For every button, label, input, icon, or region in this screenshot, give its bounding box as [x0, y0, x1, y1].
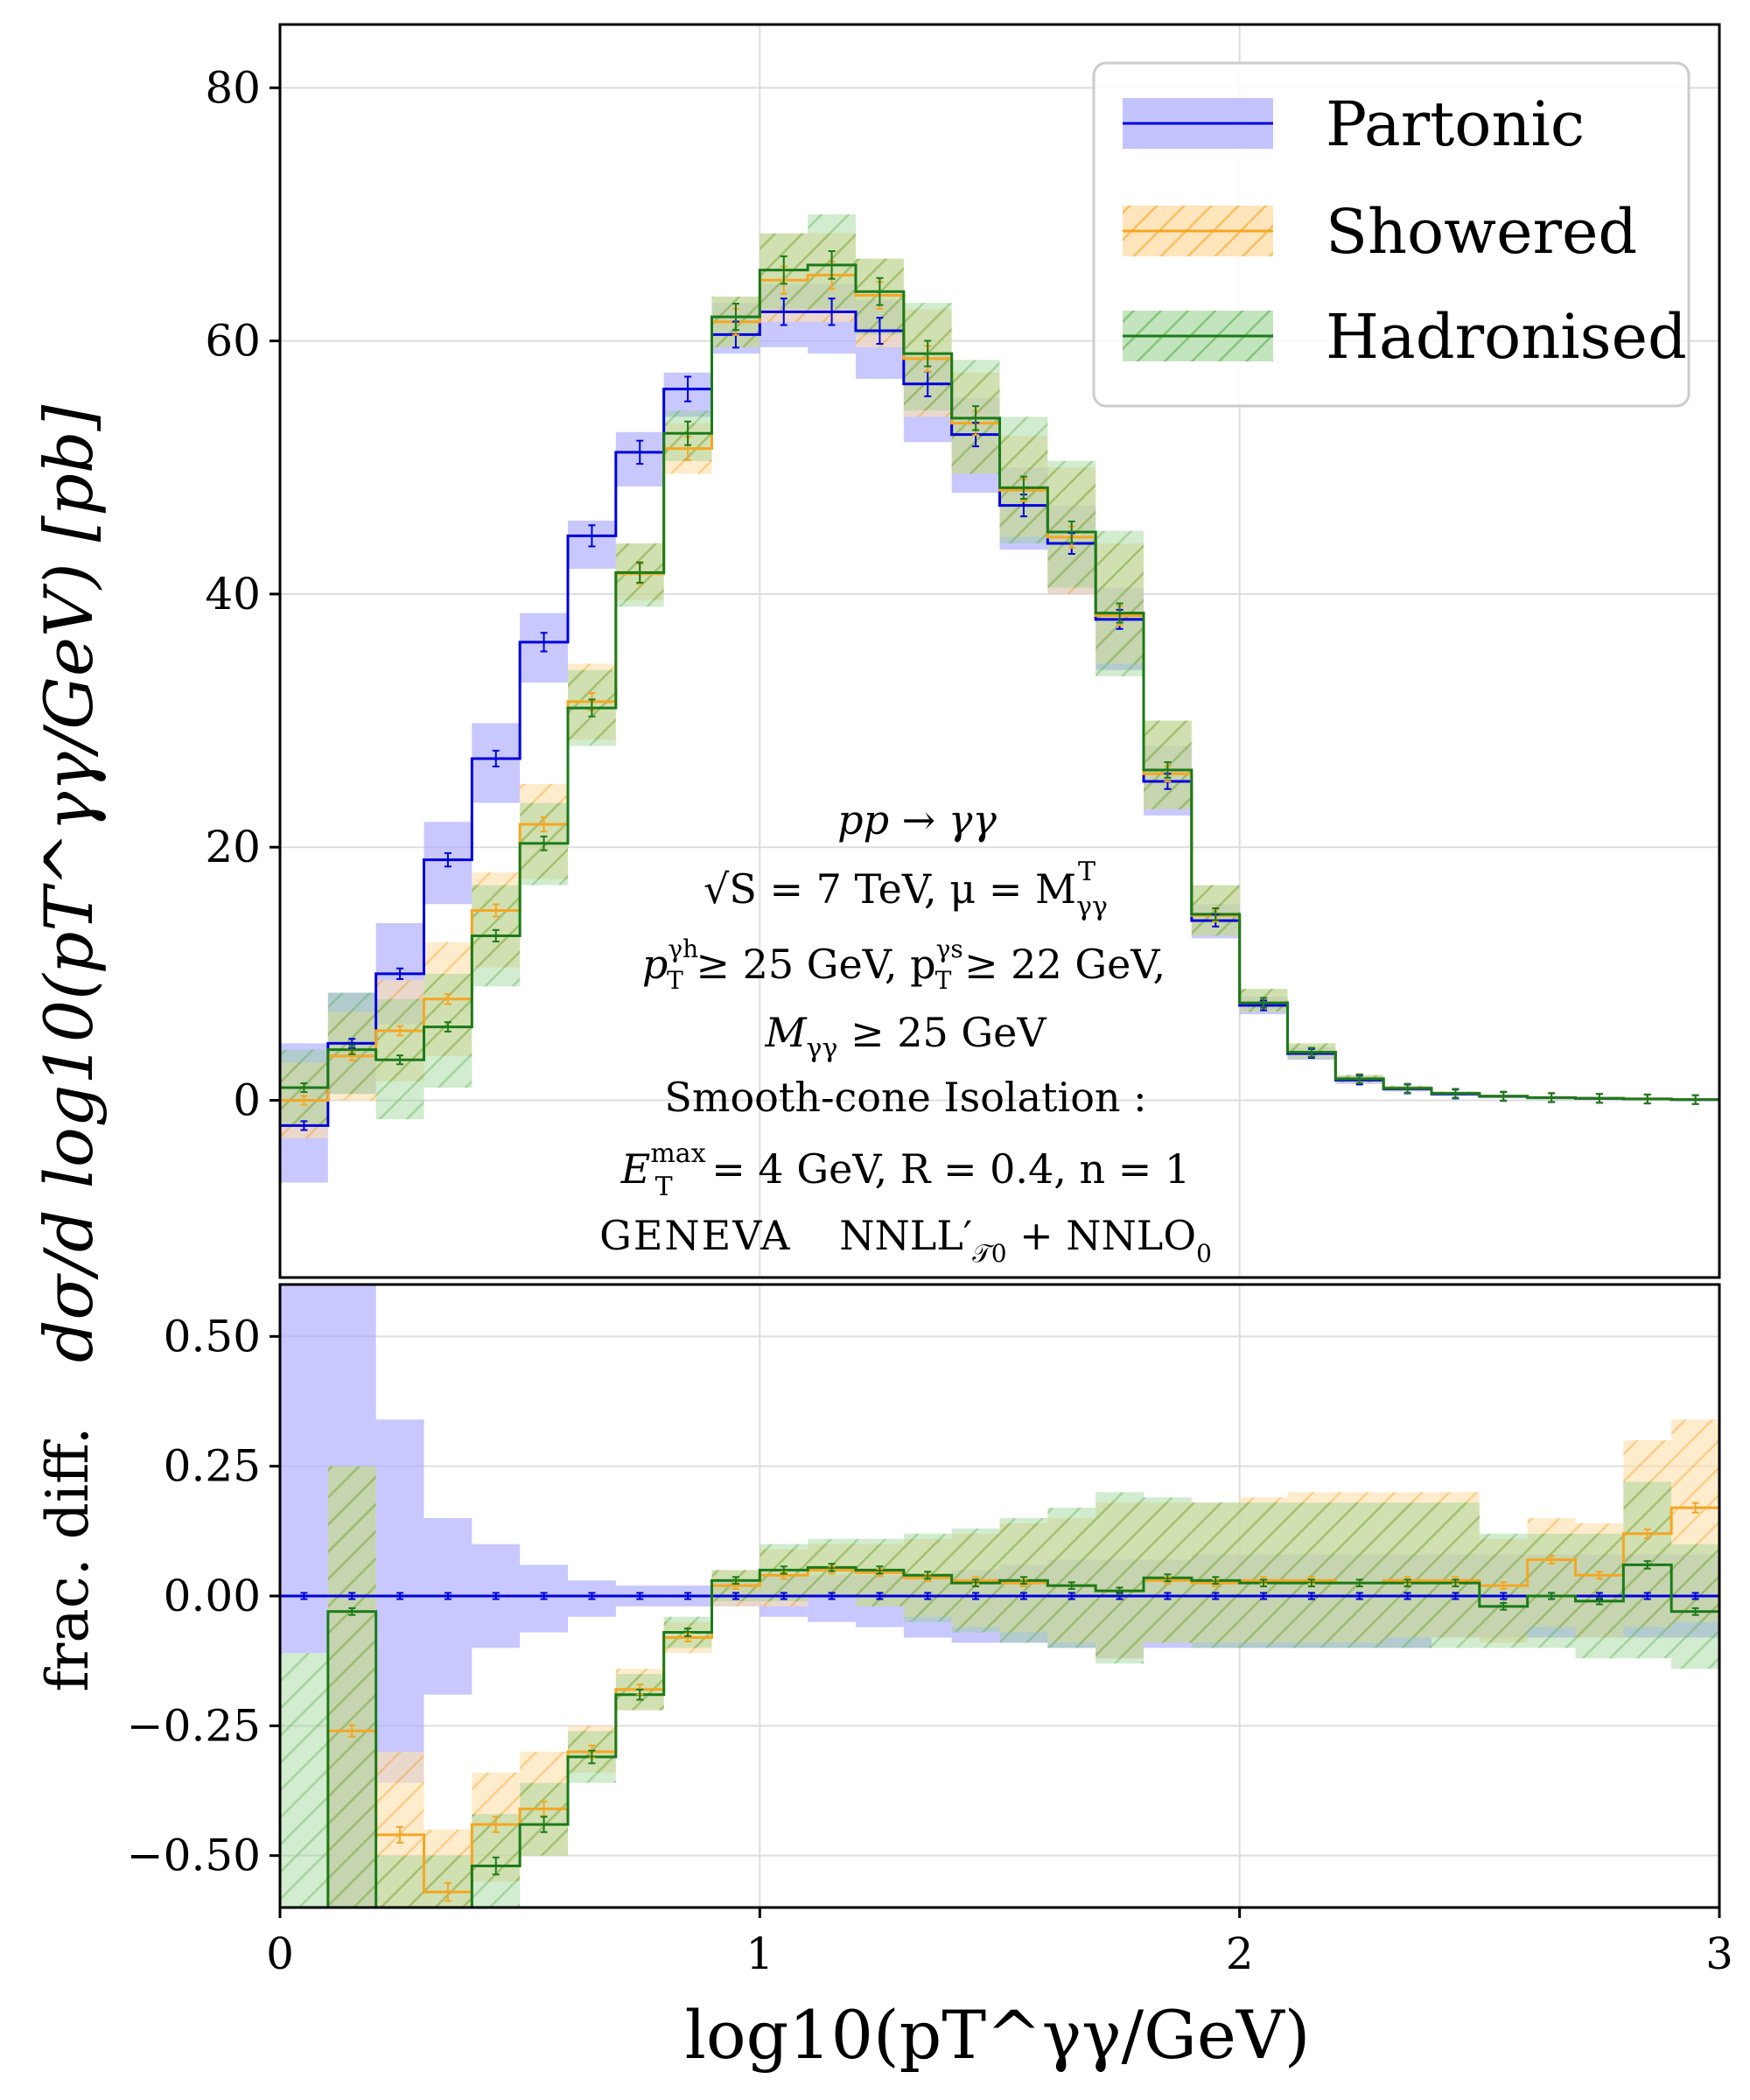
annotation-cuts-sup2: γs [936, 934, 963, 963]
annotation-cuts-line1: pγh T ≥ 25 GeV, pγs T ≥ 22 GeV, [642, 934, 1166, 995]
legend: Partonic Showered Hadronised [1092, 61, 1690, 408]
x-tick-label-2: 2 [1226, 1928, 1254, 1979]
annotation-mass-m: M [764, 1009, 808, 1056]
band-partonic-0 [280, 1284, 328, 1654]
annotation-accuracy: NNLL′ [839, 1212, 972, 1259]
x-tick-label-3: 3 [1705, 1928, 1733, 1979]
x-tick-label-1: 1 [746, 1928, 774, 1979]
ratio-panel: −0.50 −0.25 0.00 0.25 0.50 0 1 2 3 [127, 1283, 1733, 1979]
band-hadronised-2 [375, 1855, 424, 1908]
band-hadronised-29 [1671, 1544, 1719, 1670]
ratio-y-axis-title: frac. diff. [34, 1426, 102, 1691]
y-tick-label-3: 0.25 [164, 1441, 261, 1492]
main-y-axis-title: dσ/d log10(pT^γγ/GeV) [pb] [30, 404, 108, 1362]
annotation-cuts-end: ≥ 22 GeV, [951, 941, 1166, 988]
annotation-accuracy-sub: 𝒯0 [972, 1239, 1006, 1268]
main-errors [300, 250, 1699, 1131]
main-lines [280, 263, 1719, 1127]
band-hadronised-18 [1144, 1497, 1192, 1643]
annotation-energy-sub: γγ [1076, 892, 1108, 922]
band-hadronised-0 [280, 1653, 328, 1908]
annotation-iso-sub: T [655, 1172, 673, 1202]
annotation-cuts-sub2: T [935, 966, 952, 995]
annotation-isolation: Smooth-cone Isolation : [664, 1074, 1146, 1121]
band-hadronised-17 [1096, 1492, 1144, 1664]
band-hadronised-23 [1383, 1502, 1432, 1648]
legend-label-showered: Showered [1326, 196, 1637, 268]
y-tick-label-1: −0.25 [127, 1700, 261, 1751]
y-tick-label-2: 0.00 [164, 1571, 261, 1621]
annotation-accuracy-rest-sub: 0 [1196, 1239, 1212, 1268]
y-tick-label-3: 60 [205, 316, 261, 367]
band-hadronised-22 [1335, 1502, 1384, 1648]
y-tick-label-4: 80 [205, 62, 261, 113]
y-tick-label-2: 40 [205, 569, 261, 620]
band-hadronised-20 [1239, 1502, 1288, 1648]
y-tick-label-0: 0 [233, 1074, 261, 1125]
annotation-iso-e: E [620, 1145, 651, 1193]
y-tick-label-4: 0.50 [164, 1311, 261, 1362]
annotation-gap [827, 1212, 840, 1259]
band-hadronised-24 [1432, 1502, 1480, 1648]
annotation-iso-rest: = 4 GeV, R = 0.4, n = 1 [699, 1145, 1191, 1193]
annotation-cuts-mid: ≥ 25 GeV, p [683, 941, 936, 988]
annotation-iso-sup: max [650, 1138, 705, 1169]
x-tick-label-0: 0 [266, 1928, 294, 1979]
y-tick-label-1: 20 [205, 822, 261, 872]
annotation-energy-sup: T [1078, 857, 1096, 887]
annotation-energy-main: √S = 7 TeV, μ = M [704, 865, 1076, 913]
annotation-mass-rest: ≥ 25 GeV [837, 1009, 1046, 1056]
legend-label-partonic: Partonic [1326, 88, 1585, 160]
annotation-cuts-sup1: γh [668, 934, 698, 963]
annotation-process: pp → γγ [837, 796, 997, 844]
annotation-cuts-sub1: T [667, 966, 683, 995]
band-hadronised-1 [327, 1466, 376, 1908]
band-hadronised-16 [1047, 1508, 1096, 1648]
x-axis-title: log10(pT^γγ/GeV) [685, 1996, 1311, 2074]
band-partonic-3 [424, 1518, 472, 1695]
annotation-geneva: GENEVA [599, 1212, 791, 1259]
y-tick-label-0: −0.50 [127, 1830, 261, 1881]
process-annotation: pp → γγ √S = 7 TeV, μ = MγγT pγh T ≥ 25 G… [599, 796, 1212, 1268]
band-partonic-2 [375, 1419, 424, 1783]
step-line-hadronised [280, 1563, 1719, 1909]
annotation-accuracy-rest: + NNLO [1007, 1212, 1197, 1259]
band-hadronised-25 [1479, 1533, 1528, 1648]
main-frame [278, 23, 1721, 1279]
main-y-ticks: 0 20 40 60 80 [205, 62, 280, 1125]
annotation-iso-params: Emax T = 4 GeV, R = 0.4, n = 1 [620, 1138, 1190, 1202]
annotation-cuts-p1: p [642, 941, 668, 988]
band-hadronised-28 [1623, 1481, 1672, 1659]
ratio-errors [300, 1502, 1699, 1902]
annotation-mass-sub: γγ [807, 1033, 838, 1064]
band-hadronised-21 [1287, 1502, 1336, 1648]
band-hadronised-19 [1191, 1502, 1240, 1648]
ratio-x-ticks: 0 1 2 3 [266, 1908, 1733, 1979]
annotation-energy: √S = 7 TeV, μ = Mγγ T [704, 857, 1108, 922]
annotation-generator: GENEVA NNLL′𝒯0 + NNLO0 [599, 1212, 1212, 1268]
legend-label-hadronised: Hadronised [1326, 301, 1687, 373]
annotation-mass-cut: Mγγ ≥ 25 GeV [764, 1009, 1046, 1064]
band-hadronised-26 [1527, 1533, 1576, 1648]
step-line-hadronised [280, 263, 1719, 1102]
main-panel: 0 20 40 60 80 [205, 23, 1721, 1279]
ratio-y-ticks: −0.50 −0.25 0.00 0.25 0.50 [127, 1311, 280, 1881]
